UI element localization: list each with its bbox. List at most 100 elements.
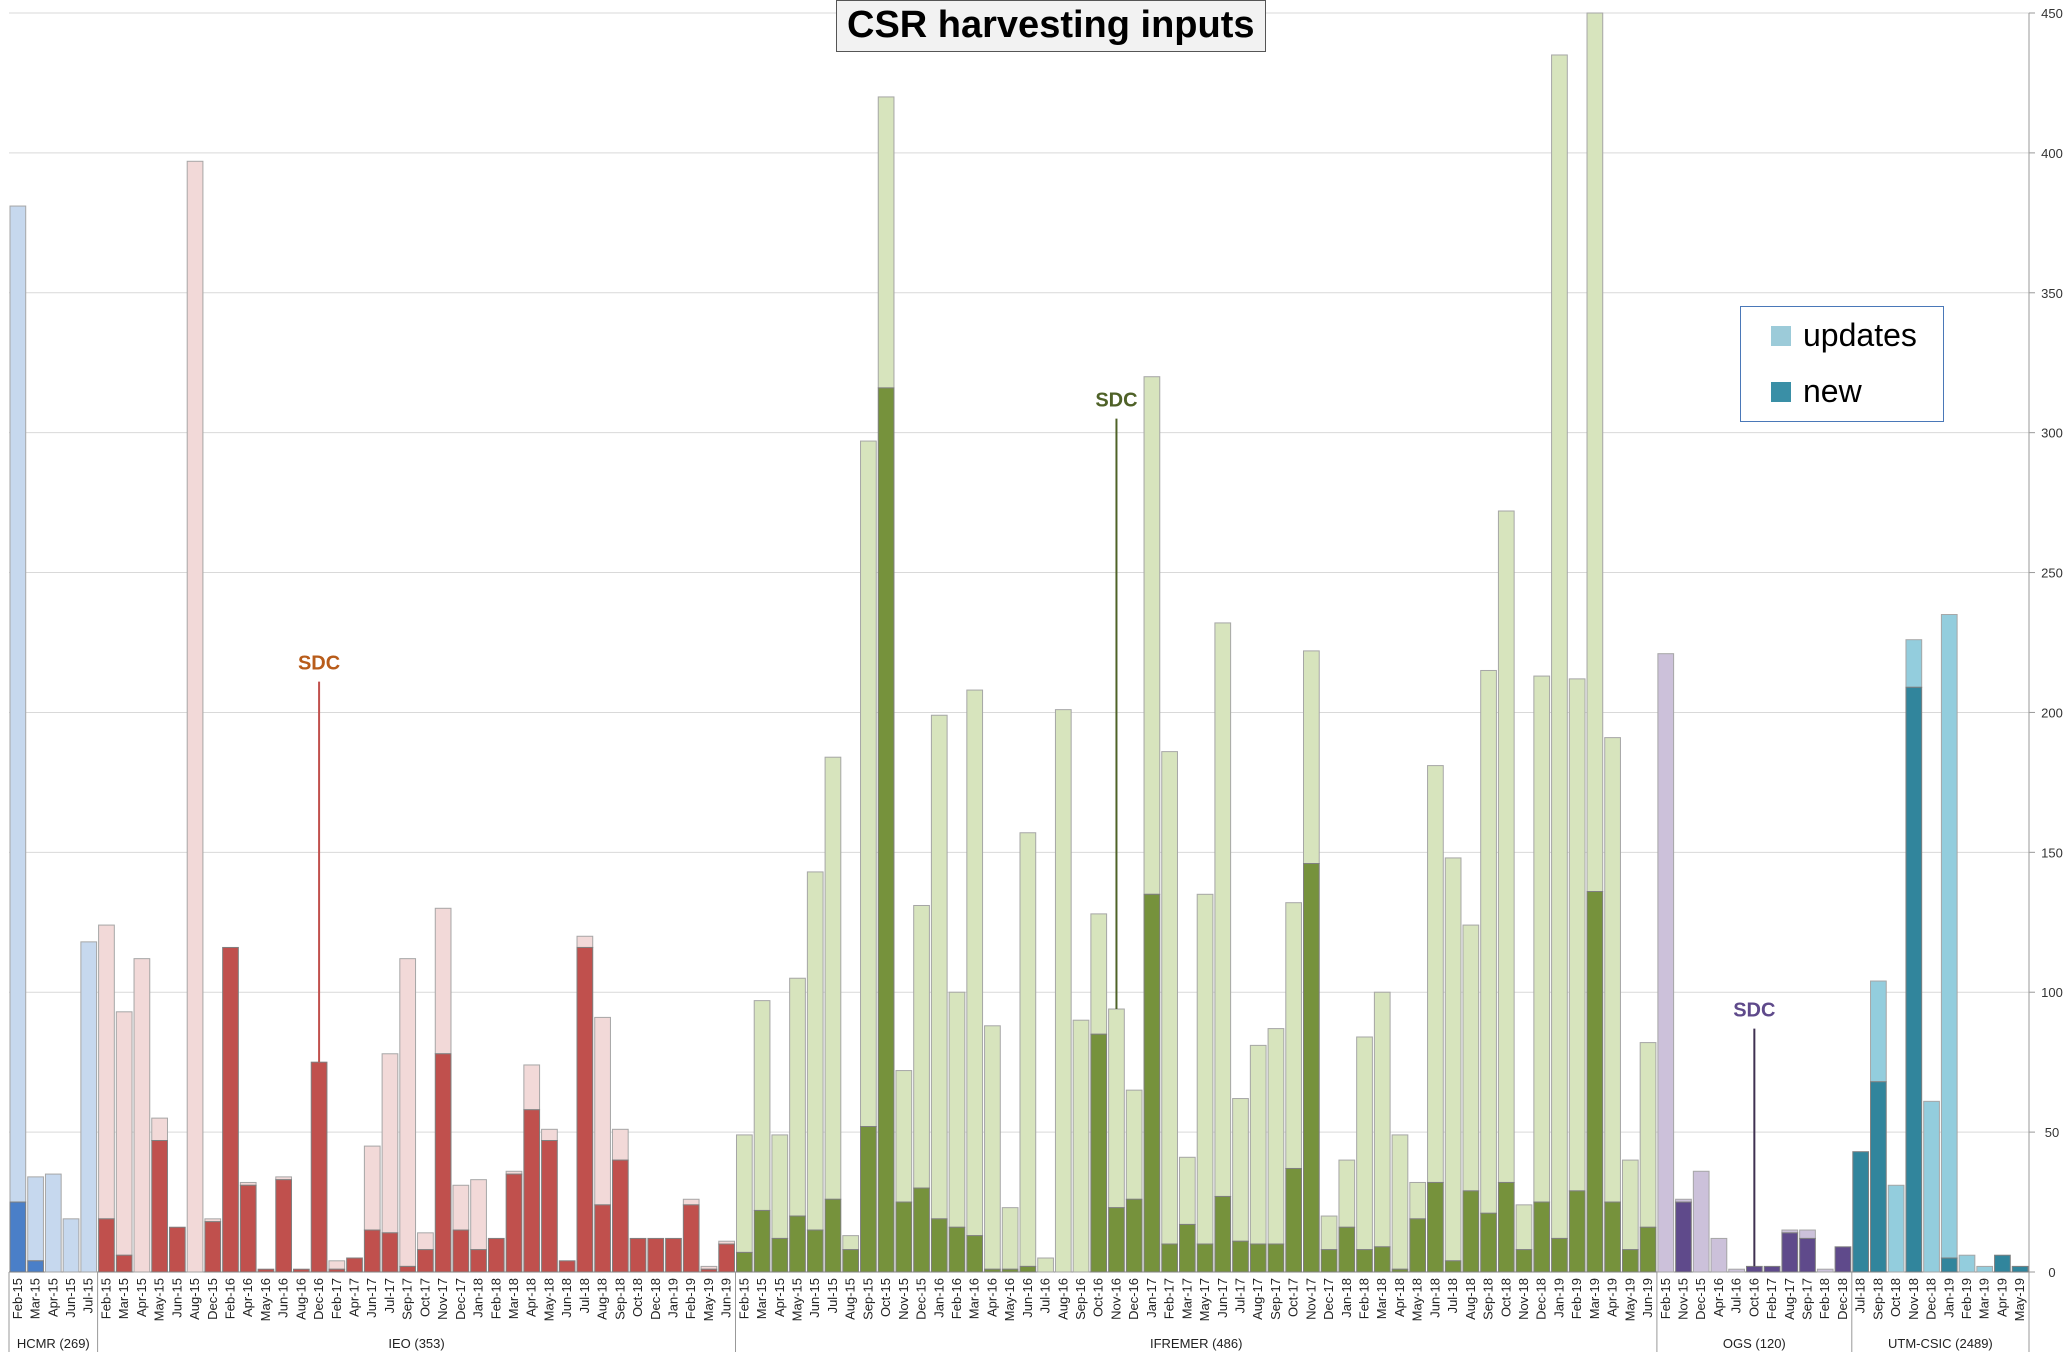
bar-new: [1320, 1249, 1338, 1273]
x-tick-label: Feb-17: [1764, 1278, 1779, 1319]
bar-new: [151, 1140, 168, 1273]
bar-updates: [151, 1117, 168, 1142]
bar-new: [1178, 1223, 1196, 1273]
bar-new: [1497, 1181, 1515, 1273]
y-tick-label: 50: [2045, 1125, 2059, 1140]
legend-entry-updates: updates: [1771, 317, 1917, 354]
bar-updates: [1657, 653, 1675, 1273]
x-tick-label: Dec-16: [311, 1278, 326, 1320]
bar-updates: [1161, 751, 1178, 1245]
bar-new: [523, 1109, 541, 1273]
x-tick-label: Jun-15: [63, 1278, 78, 1318]
x-tick-label: Feb-18: [488, 1278, 503, 1319]
bar-updates: [1604, 737, 1621, 1203]
bar-updates: [62, 1218, 80, 1273]
bar-new: [877, 387, 895, 1273]
x-tick-label: Jul-16: [1729, 1278, 1744, 1313]
bar-updates: [806, 871, 824, 1231]
bar-updates: [966, 689, 984, 1237]
x-tick-label: Jun-19: [719, 1278, 734, 1318]
bar-new: [1462, 1190, 1480, 1273]
x-tick-label: Mar-15: [754, 1278, 769, 1319]
bar-updates: [1710, 1237, 1728, 1273]
bar-updates: [984, 1025, 1001, 1270]
bar-updates: [1001, 1207, 1019, 1270]
bar-updates: [1497, 510, 1515, 1183]
x-tick-label: Sep-17: [1268, 1278, 1283, 1320]
bar-updates: [1338, 1159, 1356, 1228]
legend-swatch-new: [1771, 381, 1791, 402]
x-tick-label: Dec-15: [205, 1278, 220, 1320]
x-tick-label: Aug-15: [187, 1278, 202, 1320]
bar-updates: [1196, 893, 1214, 1245]
bar-updates: [1887, 1184, 1905, 1273]
bar-new: [930, 1218, 948, 1273]
x-tick-label: Jun-15: [169, 1278, 184, 1318]
y-tick-label: 450: [2041, 6, 2063, 21]
bar-new: [1108, 1207, 1125, 1273]
x-tick-label: Oct-17: [417, 1278, 432, 1317]
bar-updates: [1019, 832, 1037, 1267]
x-tick-label: Jan-19: [665, 1278, 680, 1318]
bar-updates: [1692, 1170, 1710, 1273]
bar-updates: [948, 991, 966, 1228]
bar-new: [1905, 686, 1923, 1273]
bar-updates: [1373, 991, 1391, 1248]
x-tick-label: Sep-18: [1870, 1278, 1885, 1320]
bar-updates: [1143, 376, 1161, 895]
bar-new: [222, 946, 239, 1273]
bar-updates: [1586, 12, 1604, 893]
x-tick-label: Aug-16: [1055, 1278, 1070, 1320]
x-tick-label: Apr-19: [1994, 1278, 2009, 1317]
x-tick-label: Oct-16: [1091, 1278, 1106, 1317]
bar-updates: [682, 1198, 700, 1206]
bar-updates: [1232, 1098, 1249, 1242]
x-tick-label: Oct-18: [1498, 1278, 1513, 1317]
bar-new: [1834, 1246, 1852, 1273]
x-tick-label: Jul-18: [577, 1278, 592, 1313]
x-tick-label: Sep-18: [612, 1278, 627, 1320]
bar-new: [735, 1251, 753, 1273]
legend-label-updates: updates: [1803, 317, 1917, 353]
bar-new: [1427, 1181, 1444, 1273]
bar-updates: [1125, 1089, 1143, 1200]
x-tick-label: Aug-18: [595, 1278, 610, 1320]
bar-updates: [381, 1053, 399, 1234]
x-tick-label: May-15: [790, 1278, 805, 1321]
bar-updates: [186, 160, 204, 1273]
bar-new: [470, 1249, 487, 1273]
x-tick-label: Jan-17: [1144, 1278, 1159, 1318]
bar-new: [381, 1232, 399, 1273]
x-tick-label: Jul-15: [81, 1278, 96, 1313]
bar-new: [27, 1260, 44, 1273]
bar-updates: [452, 1184, 470, 1231]
bar-updates: [1427, 765, 1444, 1183]
bar-new: [895, 1201, 913, 1273]
bar-updates: [1799, 1229, 1816, 1239]
bar-updates: [399, 958, 417, 1267]
bar-updates: [1303, 650, 1320, 865]
bar-updates: [1391, 1134, 1409, 1270]
x-tick-label: Feb-18: [1817, 1278, 1832, 1319]
bar-updates: [594, 1016, 611, 1206]
bar-new: [257, 1268, 275, 1273]
x-tick-label: Feb-15: [10, 1278, 25, 1319]
x-tick-label: Jul-18: [1853, 1278, 1868, 1313]
x-tick-label: Nov-18: [1516, 1278, 1531, 1320]
bar-updates: [576, 935, 594, 948]
x-tick-label: Nov-15: [1675, 1278, 1690, 1320]
bar-updates: [860, 440, 877, 1128]
bar-updates: [895, 1070, 913, 1203]
bar-updates: [1816, 1268, 1834, 1273]
bar-new: [1285, 1167, 1303, 1273]
bar-new: [824, 1198, 842, 1273]
bar-new: [275, 1179, 293, 1273]
y-tick-label: 100: [2041, 985, 2063, 1000]
x-tick-label: Nov-17: [435, 1278, 450, 1320]
bar-updates: [1533, 675, 1551, 1203]
x-tick-label: Jul-16: [1038, 1278, 1053, 1313]
x-tick-label: Nov-15: [896, 1278, 911, 1320]
bar-new: [842, 1249, 860, 1273]
bar-new: [1515, 1249, 1533, 1273]
bar-updates: [1976, 1265, 1994, 1273]
